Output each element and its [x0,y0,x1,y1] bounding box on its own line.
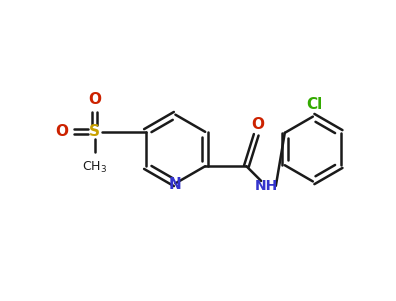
Text: O: O [55,124,68,139]
Text: O: O [252,117,265,132]
Text: O: O [88,92,101,107]
Text: NH: NH [254,179,278,193]
Text: S: S [89,124,100,139]
Text: Cl: Cl [307,97,323,112]
Text: N: N [169,177,182,192]
Text: CH$_3$: CH$_3$ [82,160,107,175]
